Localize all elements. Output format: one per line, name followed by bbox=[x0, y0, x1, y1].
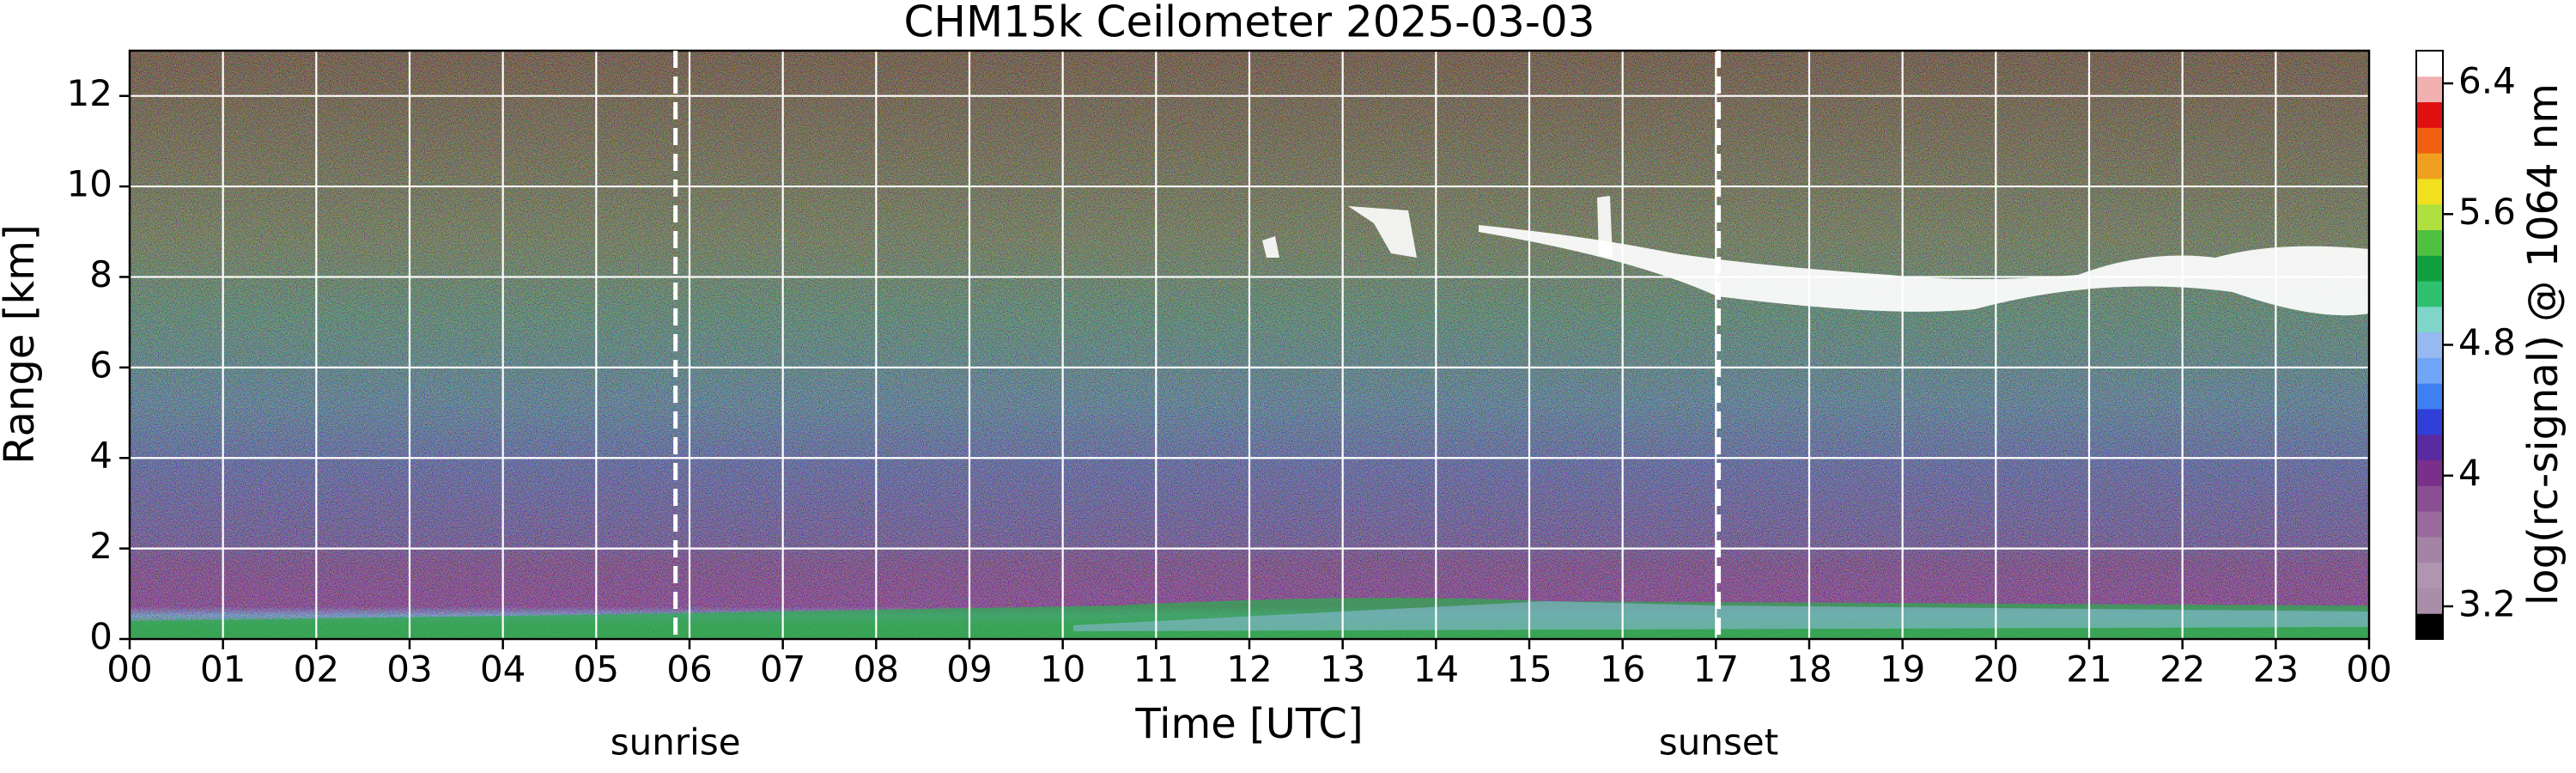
y-tick-label: 2 bbox=[89, 525, 112, 567]
y-tick-label: 10 bbox=[67, 163, 112, 205]
colorbar-swatch bbox=[2416, 306, 2443, 333]
x-tick-label: 11 bbox=[1133, 648, 1179, 691]
colorbar-tick-label: 5.6 bbox=[2458, 191, 2516, 233]
colorbar-swatch bbox=[2416, 383, 2443, 410]
x-tick-label: 00 bbox=[2346, 648, 2391, 691]
y-tick-label: 6 bbox=[89, 344, 112, 386]
x-tick-label: 16 bbox=[1600, 648, 1645, 691]
colorbar-swatch bbox=[2416, 536, 2443, 563]
y-tick-label: 12 bbox=[67, 72, 112, 114]
x-tick-label: 10 bbox=[1040, 648, 1085, 691]
x-tick-label: 12 bbox=[1226, 648, 1272, 691]
x-tick-label: 20 bbox=[1973, 648, 2019, 691]
colorbar-swatch bbox=[2416, 127, 2443, 154]
y-tick-label: 0 bbox=[89, 616, 112, 658]
x-tick-label: 06 bbox=[666, 648, 712, 691]
grid bbox=[128, 51, 2371, 641]
colorbar-tick-label: 3.2 bbox=[2458, 582, 2516, 624]
x-tick-label: 17 bbox=[1693, 648, 1739, 691]
colorbar-swatch bbox=[2416, 101, 2443, 128]
x-tick-label: 15 bbox=[1506, 648, 1552, 691]
x-tick-label: 04 bbox=[480, 648, 526, 691]
x-tick-label: 21 bbox=[2066, 648, 2111, 691]
x-tick-label: 08 bbox=[854, 648, 899, 691]
y-tick-label: 8 bbox=[89, 253, 112, 295]
x-tick-label: 02 bbox=[294, 648, 339, 691]
colorbar-swatch bbox=[2416, 153, 2443, 180]
chart-title: CHM15k Ceilometer 2025-03-03 bbox=[903, 0, 1595, 47]
colorbar-swatch bbox=[2416, 485, 2443, 512]
annotation-label: sunrise bbox=[611, 721, 741, 764]
x-tick-label: 07 bbox=[760, 648, 805, 691]
colorbar-swatch bbox=[2416, 255, 2443, 282]
colorbar-tick-label: 4.8 bbox=[2458, 321, 2516, 363]
x-tick-label: 01 bbox=[200, 648, 246, 691]
colorbar-swatch bbox=[2416, 332, 2443, 358]
x-tick-label: 13 bbox=[1320, 648, 1365, 691]
colorbar-swatch bbox=[2416, 178, 2443, 205]
x-tick-label: 22 bbox=[2160, 648, 2205, 691]
x-tick-label: 09 bbox=[946, 648, 992, 691]
colorbar-swatch bbox=[2416, 204, 2443, 230]
x-tick-label: 00 bbox=[106, 648, 152, 691]
x-tick-label: 18 bbox=[1786, 648, 1832, 691]
colorbar-swatch bbox=[2416, 281, 2443, 307]
colorbar-swatch bbox=[2416, 229, 2443, 256]
colorbar-swatch bbox=[2416, 587, 2443, 614]
colorbar-label: log(rc-signal) @ 1064 nm bbox=[2519, 83, 2567, 606]
x-tick-label: 14 bbox=[1413, 648, 1459, 691]
x-tick-label: 19 bbox=[1880, 648, 1925, 691]
x-tick-label: 23 bbox=[2253, 648, 2299, 691]
colorbar-swatch bbox=[2416, 460, 2443, 486]
y-axis-label: Range [km] bbox=[0, 224, 44, 464]
colorbar-swatch bbox=[2416, 51, 2443, 77]
colorbar-swatch bbox=[2416, 613, 2443, 640]
colorbar-swatch bbox=[2416, 434, 2443, 461]
x-tick-label: 03 bbox=[386, 648, 432, 691]
colorbar-swatch bbox=[2416, 408, 2443, 435]
colorbar-tick-label: 6.4 bbox=[2458, 60, 2516, 102]
colorbar-swatch bbox=[2416, 511, 2443, 538]
x-axis-label: Time [UTC] bbox=[1134, 700, 1363, 748]
annotation-label: sunset bbox=[1659, 721, 1778, 764]
y-tick-label: 4 bbox=[89, 435, 112, 477]
colorbar-tick-label: 4 bbox=[2458, 452, 2482, 494]
colorbar-swatch bbox=[2416, 76, 2443, 103]
x-tick-label: 05 bbox=[574, 648, 619, 691]
colorbar-swatch bbox=[2416, 562, 2443, 588]
colorbar-swatch bbox=[2416, 357, 2443, 384]
